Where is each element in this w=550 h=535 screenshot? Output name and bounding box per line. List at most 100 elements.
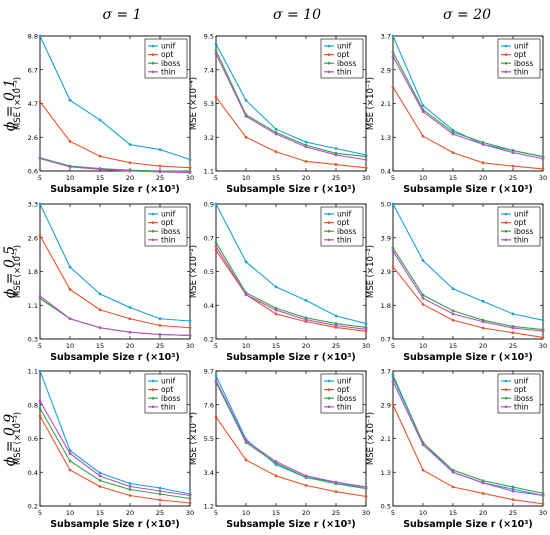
point-thin bbox=[421, 296, 425, 300]
legend-label-iboss: iboss bbox=[337, 227, 356, 236]
point-unif bbox=[421, 259, 425, 262]
y-axis-label: MSE (×10⁻³) bbox=[366, 77, 376, 130]
point-opt bbox=[481, 326, 485, 330]
point-thin bbox=[421, 110, 425, 114]
x-tick-label: 5 bbox=[38, 342, 42, 350]
point-opt bbox=[38, 234, 42, 237]
point-iboss bbox=[511, 149, 515, 152]
series-line-opt bbox=[215, 96, 367, 169]
legend-marker-iboss bbox=[327, 229, 331, 233]
panel-8: 5 10 15 20 25 30 1.2 3.4 5.5 7.6 9.7 Subsample Size… bbox=[189, 368, 370, 531]
point-iboss bbox=[68, 459, 72, 463]
x-tick-label: 5 bbox=[38, 509, 42, 517]
x-tick-label: 30 bbox=[539, 342, 547, 350]
y-tick-label: 0.9 bbox=[204, 201, 214, 209]
legend-label-opt: opt bbox=[161, 385, 173, 394]
row-title-phi-0-1: ϕ = 0.1 bbox=[2, 79, 18, 131]
point-unif bbox=[214, 374, 218, 378]
point-unif bbox=[244, 260, 248, 264]
point-unif bbox=[68, 265, 72, 269]
series-line-iboss bbox=[39, 408, 191, 500]
x-tick-label: 25 bbox=[332, 509, 340, 517]
x-tick-label: 15 bbox=[272, 509, 280, 517]
y-tick-label: 5.3 bbox=[204, 100, 214, 108]
point-opt bbox=[421, 303, 425, 306]
point-thin bbox=[128, 330, 132, 334]
x-tick-label: 15 bbox=[272, 174, 280, 182]
y-tick-label: 0.4 bbox=[204, 302, 214, 310]
series-line-opt bbox=[392, 404, 544, 505]
x-tick-label: 20 bbox=[126, 509, 134, 517]
legend-label-unif: unif bbox=[161, 42, 176, 51]
x-tick-label: 15 bbox=[96, 509, 104, 517]
point-iboss bbox=[451, 468, 455, 472]
point-iboss bbox=[334, 322, 338, 325]
point-unif bbox=[38, 369, 42, 373]
legend-label-opt: opt bbox=[161, 218, 173, 227]
legend-label-unif: unif bbox=[337, 42, 352, 51]
point-iboss bbox=[38, 407, 42, 410]
series-line-unif bbox=[215, 203, 367, 325]
legend-marker-thin bbox=[151, 238, 155, 242]
point-iboss bbox=[98, 479, 102, 482]
point-opt bbox=[541, 167, 545, 171]
point-unif bbox=[98, 471, 102, 475]
point-thin bbox=[38, 294, 42, 298]
series-line-unif bbox=[392, 203, 544, 321]
panel-2: 5 10 15 20 25 30 1.1 3.2 5.3 7.4 9.5 Subsample Size… bbox=[189, 33, 370, 196]
point-thin bbox=[511, 489, 515, 493]
point-opt bbox=[451, 318, 455, 322]
point-unif bbox=[304, 140, 308, 144]
legend-marker-unif bbox=[151, 212, 155, 216]
point-thin bbox=[244, 293, 248, 297]
point-opt bbox=[364, 329, 368, 333]
legend-label-thin: thin bbox=[161, 67, 176, 76]
point-opt bbox=[158, 324, 162, 327]
series-line-thin bbox=[215, 246, 367, 330]
point-opt bbox=[391, 403, 395, 407]
point-unif bbox=[334, 147, 338, 150]
point-opt bbox=[304, 483, 308, 487]
point-opt bbox=[244, 458, 248, 462]
x-tick-label: 25 bbox=[156, 342, 164, 350]
legend-marker-iboss bbox=[504, 396, 508, 400]
series-line-unif bbox=[39, 203, 191, 322]
y-tick-label: 2.9 bbox=[381, 401, 391, 409]
legend-marker-iboss bbox=[151, 396, 155, 400]
x-tick-label: 15 bbox=[449, 342, 457, 350]
legend-label-iboss: iboss bbox=[161, 394, 180, 403]
point-unif bbox=[188, 158, 192, 161]
x-tick-label: 10 bbox=[66, 342, 74, 350]
point-thin bbox=[128, 485, 132, 488]
series-line-opt bbox=[392, 266, 544, 338]
point-opt bbox=[274, 150, 278, 154]
legend-marker-iboss bbox=[504, 61, 508, 65]
point-opt bbox=[334, 490, 338, 494]
y-tick-label: 4.7 bbox=[28, 100, 38, 108]
x-tick-label: 20 bbox=[126, 174, 134, 182]
point-unif bbox=[128, 306, 132, 309]
point-unif bbox=[188, 319, 192, 323]
x-tick-label: 10 bbox=[242, 342, 250, 350]
series-line-opt bbox=[39, 415, 191, 504]
row-title-phi-0-5: ϕ = 0.5 bbox=[2, 246, 18, 299]
x-tick-label: 10 bbox=[242, 509, 250, 517]
point-opt bbox=[364, 495, 368, 498]
point-thin bbox=[481, 481, 485, 485]
x-tick-label: 20 bbox=[302, 342, 310, 350]
series-line-unif bbox=[39, 370, 191, 495]
point-unif bbox=[98, 292, 102, 296]
y-tick-label: 0.2 bbox=[28, 503, 38, 511]
point-opt bbox=[364, 166, 368, 170]
x-tick-label: 20 bbox=[479, 342, 487, 350]
x-tick-label: 10 bbox=[242, 174, 250, 182]
y-tick-label: 0.6 bbox=[28, 168, 38, 176]
series-line-iboss bbox=[392, 247, 544, 331]
point-unif bbox=[421, 104, 425, 107]
point-unif bbox=[511, 487, 515, 491]
point-opt bbox=[274, 474, 278, 478]
y-tick-label: 1.3 bbox=[381, 469, 391, 477]
x-tick-label: 15 bbox=[272, 342, 280, 350]
